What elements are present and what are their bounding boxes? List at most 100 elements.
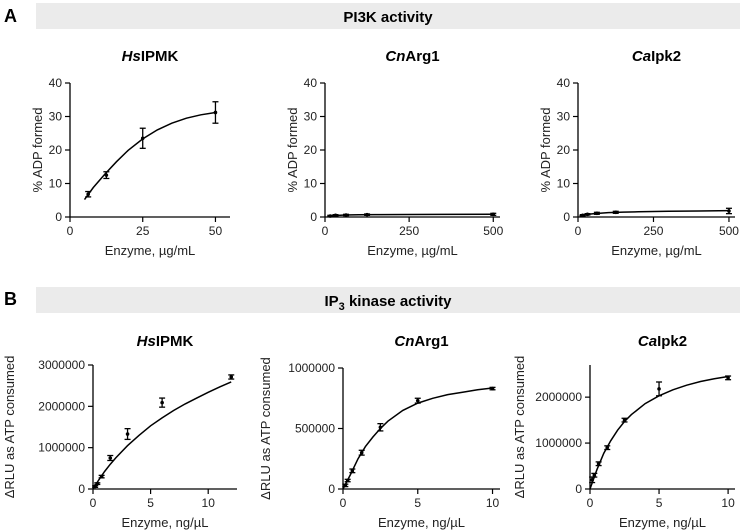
data-point [490, 386, 495, 391]
data-point [333, 213, 338, 218]
y-tick-label: 2000000 [38, 399, 85, 413]
data-point [160, 400, 164, 405]
y-tick-label: 40 [304, 76, 318, 90]
data-point [585, 212, 590, 217]
x-axis-label: Enzyme, µg/mL [611, 243, 702, 258]
y-tick-label: 30 [557, 110, 571, 124]
fit-curve [579, 209, 730, 217]
y-axis-label: ΔRLU as ATP consumed [258, 357, 273, 500]
data-point [605, 445, 610, 450]
banner-title-b-rest: kinase activity [345, 293, 452, 310]
chart-title-rest: IPMK [141, 48, 179, 65]
chart-title-rest: Arg1 [414, 333, 448, 350]
plot-a-hsipmk: HsIPMK 0 25 50 0 10 20 30 40 Enzyme, µg/mL % ADP f… [30, 48, 230, 258]
data-point [108, 456, 113, 460]
y-tick-label: 0 [563, 210, 570, 224]
chart-title-italic: Ca [638, 333, 657, 350]
x-axis-label: Enzyme, ng/µL [122, 515, 209, 530]
banner-title-b: IP3 kinase activity [324, 293, 452, 313]
y-tick-label: 20 [49, 143, 63, 157]
x-tick-label: 0 [90, 496, 97, 510]
y-axis-label: ΔRLU as ATP consumed [512, 356, 527, 499]
plot-a-caipk2: CaIpk2 0 250 500 0 10 20 30 40 Enzyme, µg/mL % ADP… [538, 48, 739, 258]
data-point [622, 418, 627, 422]
x-tick-label: 50 [209, 224, 223, 238]
y-tick-label: 1000000 [535, 436, 582, 450]
data-point [596, 461, 601, 466]
x-tick-label: 250 [399, 224, 419, 238]
banner-title-b-sub: 3 [339, 301, 345, 313]
fit-curve [328, 213, 494, 218]
banner-b [36, 287, 740, 313]
y-tick-label: 10 [557, 177, 571, 191]
data-point [590, 478, 594, 482]
data-point [727, 209, 731, 213]
data-point [365, 212, 369, 217]
chart-title-italic: Ca [632, 48, 651, 65]
y-tick-label: 20 [304, 143, 318, 157]
data-point [328, 214, 333, 218]
y-tick-label: 0 [78, 482, 85, 496]
data-point [104, 173, 109, 177]
data-point [595, 211, 599, 216]
panel-letter-b: B [4, 289, 17, 309]
y-axis-label: % ADP formed [538, 107, 553, 192]
chart-title: HsIPMK [137, 333, 194, 350]
chart-title-italic: Hs [137, 333, 156, 350]
data-point [657, 387, 661, 391]
chart-title-italic: Cn [394, 333, 414, 350]
chart-title-rest: Ipk2 [651, 48, 681, 65]
data-point [726, 376, 730, 380]
data-point [613, 210, 618, 215]
y-axis-label: % ADP formed [30, 107, 45, 192]
fit-curve [83, 111, 216, 201]
fit-curve [589, 375, 729, 490]
x-tick-label: 500 [719, 224, 739, 238]
x-tick-label: 0 [67, 224, 74, 238]
y-tick-label: 1000000 [288, 361, 335, 375]
x-tick-label: 0 [322, 224, 329, 238]
data-point [350, 469, 355, 473]
data-point [580, 213, 585, 218]
data-point [415, 398, 420, 403]
data-point [592, 473, 597, 478]
y-axis-label: % ADP formed [285, 107, 300, 192]
y-tick-label: 2000000 [535, 390, 582, 404]
data-point [93, 484, 97, 489]
plot-a-cnarg1: CnArg1 0 250 500 0 10 20 30 40 Enzyme, µg/mL % ADP… [285, 48, 504, 258]
x-axis-label: Enzyme, µg/mL [367, 243, 458, 258]
x-tick-label: 10 [202, 496, 216, 510]
y-tick-label: 0 [575, 482, 582, 496]
banner-title-b-main: IP [324, 293, 338, 310]
data-point [359, 450, 364, 455]
chart-title-italic: Cn [385, 48, 405, 65]
data-point [491, 212, 496, 217]
y-tick-label: 0 [310, 210, 317, 224]
fit-curve [342, 387, 493, 490]
x-tick-label: 10 [486, 496, 500, 510]
x-tick-label: 0 [575, 224, 582, 238]
chart-title: HsIPMK [122, 48, 179, 65]
y-tick-label: 1000000 [38, 441, 85, 455]
x-axis-label: Enzyme, ng/µL [619, 515, 706, 530]
y-tick-label: 10 [49, 177, 63, 191]
x-axis-label: Enzyme, µg/mL [105, 243, 196, 258]
chart-title-italic: Hs [122, 48, 141, 65]
data-point [95, 481, 100, 486]
y-tick-label: 20 [557, 143, 571, 157]
chart-title: CnArg1 [385, 48, 439, 65]
y-tick-label: 10 [304, 177, 318, 191]
chart-title-rest: Arg1 [405, 48, 439, 65]
data-point [213, 110, 218, 115]
x-tick-label: 25 [136, 224, 150, 238]
y-tick-label: 40 [557, 76, 571, 90]
plot-b-caipk2: CaIpk2 0 5 10 0 1000000 2000000 Enzyme, ng/µL ΔR… [512, 333, 735, 530]
plot-b-cnarg1: CnArg1 0 5 10 0 500000 1000000 Enzyme, ng/µL ΔRL… [258, 333, 500, 530]
y-tick-label: 3000000 [38, 358, 85, 372]
data-point [345, 478, 350, 483]
panel-letter-a: A [4, 6, 17, 26]
banner-a [36, 3, 740, 29]
x-tick-label: 0 [340, 496, 347, 510]
y-tick-label: 40 [49, 76, 63, 90]
